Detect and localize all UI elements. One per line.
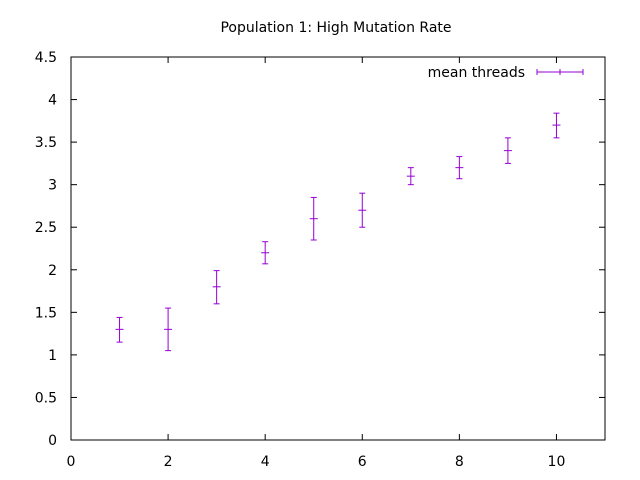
x-tick-label: 8 <box>455 454 464 470</box>
y-tick-label: 3.5 <box>35 135 57 151</box>
legend-label: mean threads <box>428 65 525 81</box>
chart-title: Population 1: High Mutation Rate <box>220 20 451 36</box>
y-tick-label: 4 <box>48 93 57 109</box>
y-tick-label: 1 <box>48 348 57 364</box>
y-tick-label: 4.5 <box>35 50 57 66</box>
y-tick-label: 2.5 <box>35 220 57 236</box>
plot-frame <box>70 56 606 441</box>
y-tick-label: 3 <box>48 178 57 194</box>
y-tick-label: 1.5 <box>35 305 57 321</box>
x-tick-label: 0 <box>67 454 76 470</box>
x-tick-label: 2 <box>164 454 173 470</box>
y-tick-label: 2 <box>48 263 57 279</box>
x-tick-label: 6 <box>358 454 367 470</box>
x-tick-label: 10 <box>548 454 566 470</box>
x-tick-label: 4 <box>261 454 270 470</box>
y-tick-label: 0 <box>48 433 57 449</box>
y-tick-label: 0.5 <box>35 390 57 406</box>
